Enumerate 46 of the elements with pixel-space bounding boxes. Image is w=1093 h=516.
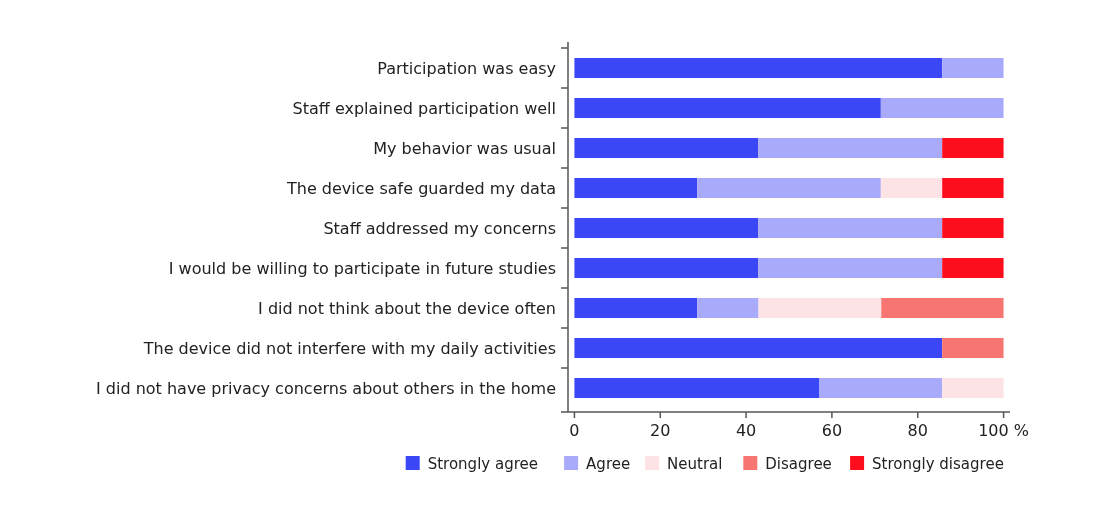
bar — [942, 338, 1004, 358]
x-tick-label: 100 % — [978, 421, 1029, 440]
bar — [758, 298, 882, 318]
bar — [880, 178, 943, 198]
legend-label: Disagree — [765, 455, 832, 474]
y-tick-label: The device did not interfere with my daily activities — [142, 338, 556, 358]
bar — [819, 378, 943, 398]
bar — [942, 58, 1004, 78]
y-tick-label: Staff addressed my concerns — [323, 218, 556, 238]
y-tick-label: I did not think about the device often — [258, 298, 556, 318]
y-tick-label: I would be willing to participate in future studies — [168, 258, 556, 278]
bar — [758, 138, 943, 158]
x-tick-label: 40 — [735, 421, 757, 440]
legend-label: Strongly agree — [427, 455, 538, 474]
bar — [697, 178, 881, 198]
bar — [574, 178, 698, 198]
x-tick-label: 0 — [569, 421, 580, 440]
x-tick-label: 60 — [821, 421, 843, 440]
bar — [697, 298, 759, 318]
bar — [942, 258, 1004, 278]
bar — [574, 258, 759, 278]
y-tick-label: The device safe guarded my data — [285, 178, 556, 198]
bar — [574, 58, 943, 78]
bar — [880, 98, 1004, 118]
bar — [758, 258, 943, 278]
bar — [942, 138, 1004, 158]
bar — [574, 338, 943, 358]
bar — [574, 218, 759, 238]
legend-label: Agree — [586, 455, 631, 474]
legend-label: Strongly disagree — [872, 455, 1004, 474]
bar — [942, 218, 1004, 238]
x-tick-label: 20 — [650, 421, 671, 440]
bar — [574, 378, 820, 398]
bar — [942, 378, 1004, 398]
legend-label: Neutral — [667, 455, 723, 474]
y-tick-label: My behavior was usual — [373, 138, 556, 158]
bar — [942, 178, 1004, 198]
bar — [574, 298, 698, 318]
bar — [758, 218, 943, 238]
bar — [574, 138, 759, 158]
y-tick-label: Staff explained participation well — [292, 98, 556, 118]
x-tick-label: 80 — [907, 421, 928, 440]
y-tick-label: I did not have privacy concerns about others in the home — [96, 378, 556, 398]
bar — [881, 298, 1004, 318]
y-tick-label: Participation was easy — [377, 58, 556, 78]
bar — [574, 98, 881, 118]
